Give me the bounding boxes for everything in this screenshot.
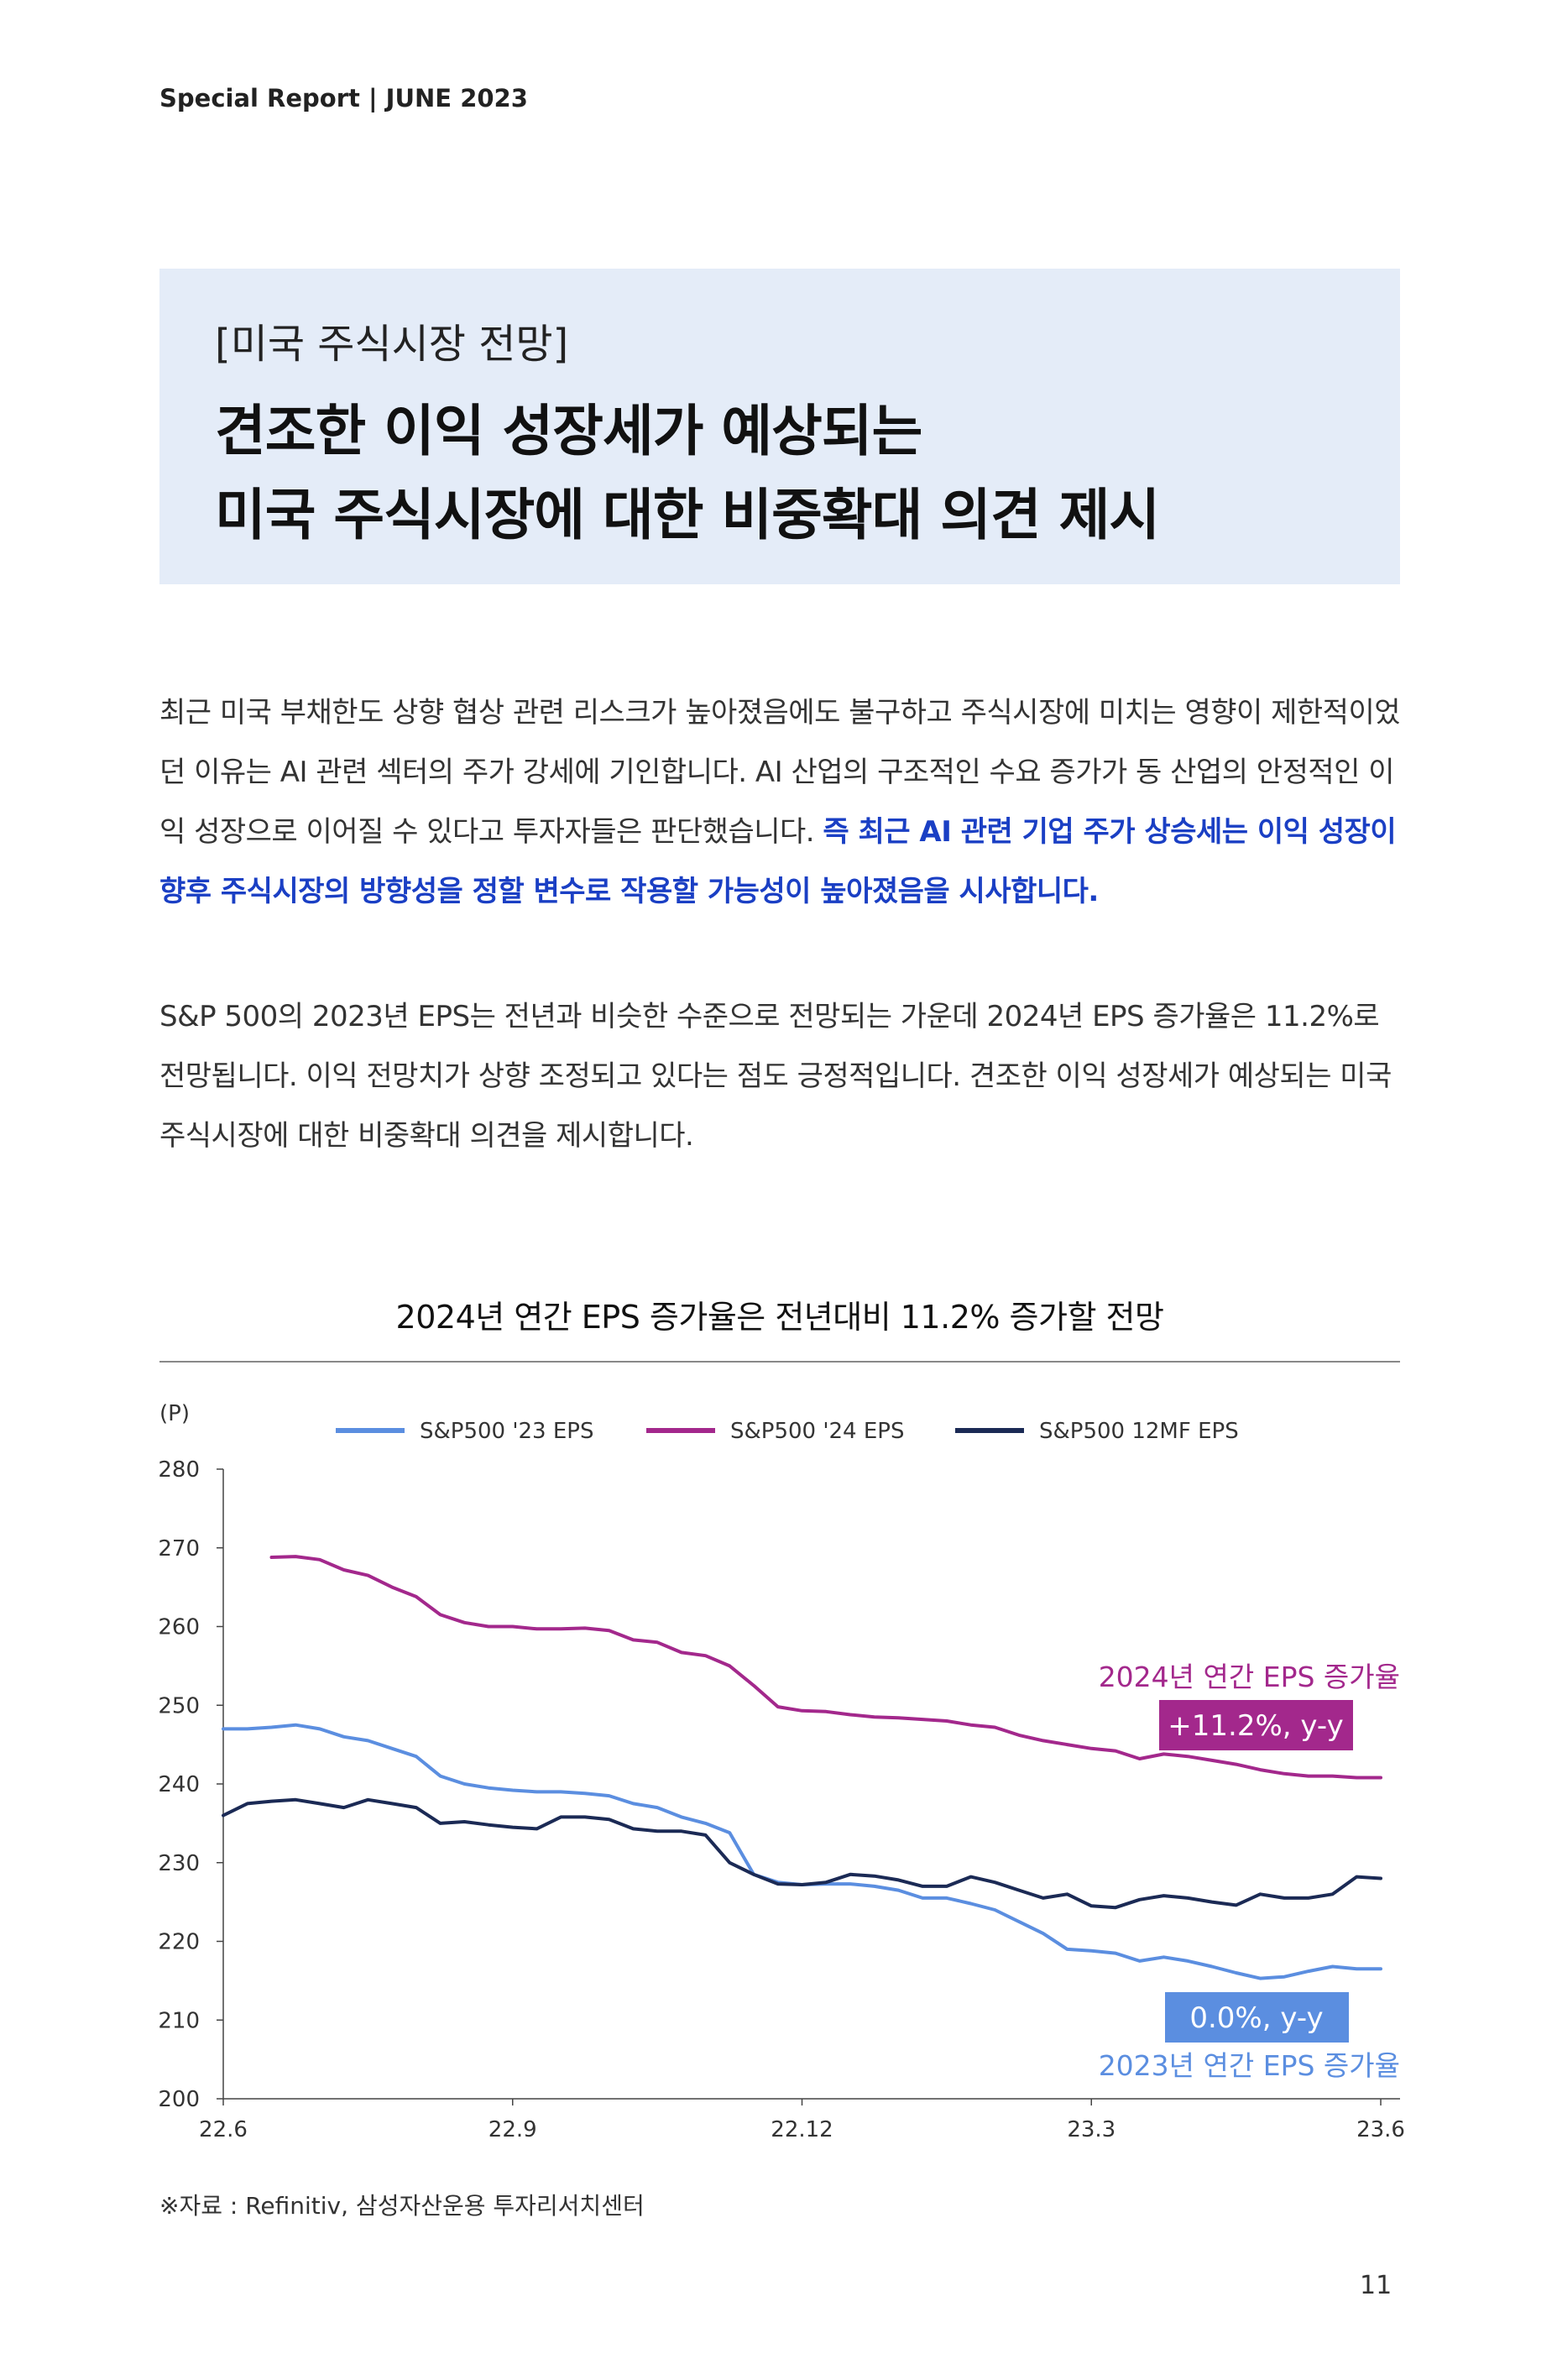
x-tick-label: 22.6 [199,2117,248,2142]
y-unit-label: (P) [159,1401,190,1426]
x-tick-label: 23.6 [1356,2117,1405,2142]
legend-label-1: S&P500 '23 EPS [420,1419,593,1444]
y-tick-label: 280 [158,1457,200,1483]
body-paragraph-2: S&P 500의 2023년 EPS는 전년과 비슷한 수준으로 전망되는 가운… [159,1000,1392,1153]
headline-line-2: 미국 주식시장에 대한 비중확대 의견 제시 [215,483,1160,547]
page-number: 11 [1360,2271,1392,2300]
y-tick-label: 260 [158,1615,200,1640]
annotation-2024-badge-text: +11.2%, y-y [1168,1709,1343,1743]
chart-title-divider [159,1361,1400,1363]
report-header: Special Report | JUNE 2023 [159,84,528,112]
legend-label-3: S&P500 12MF EPS [1039,1419,1239,1444]
headline-line-1: 견조한 이익 성장세가 예상되는 [215,399,922,463]
y-tick-label: 240 [158,1772,200,1797]
eps-line-chart: (P) 200 210 220 230 240 250 260 270 280 22.6 22.9 22… [158,1401,1405,2142]
annotation-2024-label: 2024년 연간 EPS 증가율 [1099,1661,1400,1693]
series-line-3 [222,1797,1382,1910]
x-tick-label: 22.9 [489,2117,537,2142]
chart-title: 2024년 연간 EPS 증가율은 전년대비 11.2% 증가할 전망 [395,1299,1164,1336]
annotation-2023-badge [1165,1992,1349,2043]
legend-label-2: S&P500 '24 EPS [730,1419,904,1444]
y-tick-label: 220 [158,1930,200,1955]
y-tick-label: 270 [158,1536,200,1561]
source-note: ※자료 : Refinitiv, 삼성자산운용 투자리서치센터 [159,2192,645,2220]
annotation-2023-label: 2023년 연간 EPS 증가율 [1099,2049,1400,2082]
annotation-2024-badge [1159,1700,1353,1750]
body-paragraph-1: 최근 미국 부채한도 상향 협상 관련 리스크가 높아졌음에도 불구하고 주식시… [159,683,1401,922]
title-box: [미국 주식시장 전망] 견조한 이익 성장세가 예상되는 미국 주식시장에 대… [159,269,1400,584]
paragraph-1-highlight: 즉 최근 AI 관련 기업 주가 상승세는 이익 성장이 향후 주식시장의 방향… [159,815,1397,908]
paragraph-1-text: 최근 미국 부채한도 상향 협상 관련 리스크가 높아졌음에도 불구하고 주식시… [159,696,1401,849]
annotation-2023-badge-text: 0.0%, y-y [1189,2001,1323,2035]
series-line-1 [222,1723,1382,1980]
y-tick-label: 250 [158,1693,200,1718]
x-tick-label: 23.3 [1067,2117,1116,2142]
series-line-2 [269,1555,1382,1780]
section-subtitle: [미국 주식시장 전망] [215,321,569,368]
y-tick-label: 230 [158,1851,200,1876]
x-tick-label: 22.12 [771,2117,833,2142]
y-tick-label: 200 [158,2087,200,2112]
y-tick-label: 210 [158,2008,200,2033]
